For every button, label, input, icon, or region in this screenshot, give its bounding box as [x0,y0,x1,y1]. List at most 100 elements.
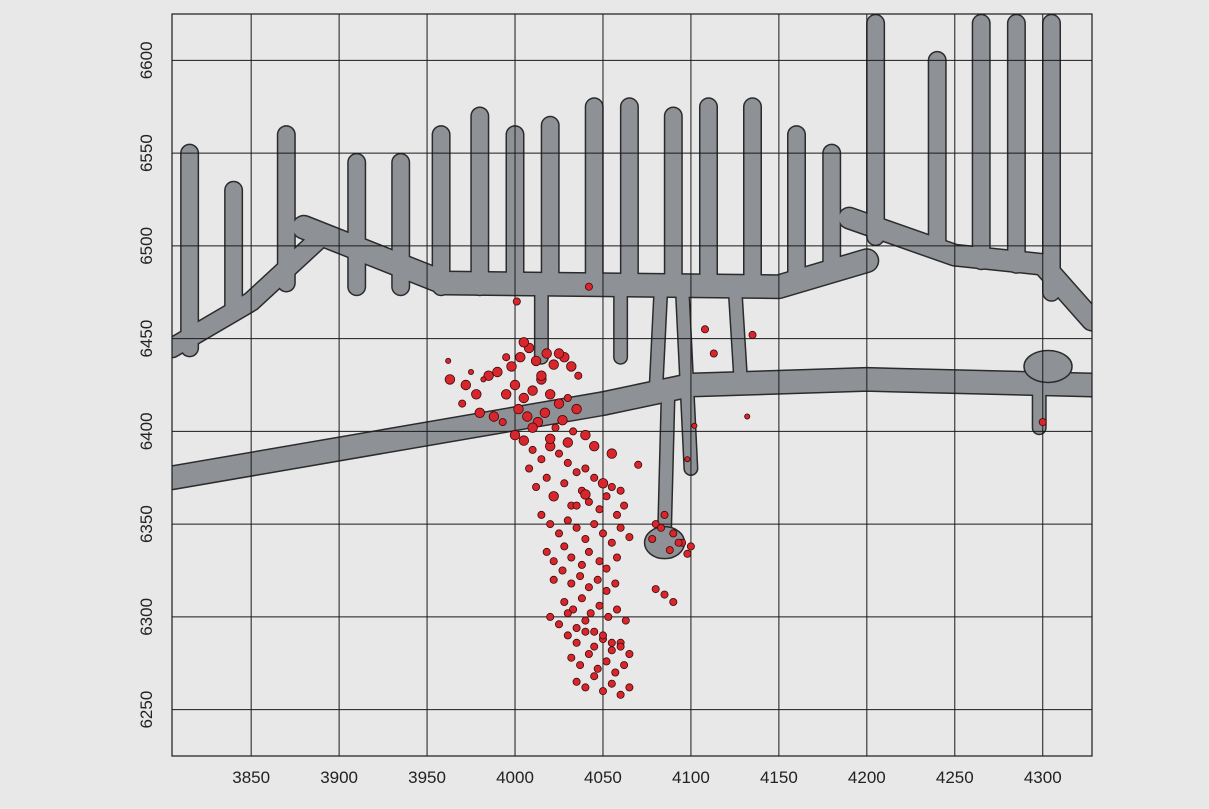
seismic-event-point [509,429,521,441]
seismic-event-point [607,538,616,547]
seismic-event-point [513,403,524,415]
seismic-event-point [590,627,599,636]
seismic-event-point [748,330,757,339]
seismic-event-point [602,564,611,573]
seismic-event-point [577,594,586,603]
seismic-event-point [562,437,574,448]
seismic-event-point [621,616,630,625]
seismic-event-point [474,407,486,419]
seismic-event-point [616,690,625,699]
seismic-event-point [602,586,611,595]
seismic-event-point [560,598,569,607]
x-tick-label: 4200 [848,768,886,787]
seismic-event-point [567,579,576,588]
seismic-event-point [542,473,551,482]
seismic-event-point [684,456,691,463]
seismic-event-point [709,349,718,358]
seismic-event-point [660,590,669,599]
tunnel-network [172,14,1092,560]
seismic-event-point [572,677,581,686]
seismic-event-point [576,661,585,670]
seismic-event-point [545,389,556,400]
seismic-event-point [506,361,517,372]
seismic-event-point [518,392,530,404]
x-tick-label: 4100 [672,768,710,787]
x-tick-label: 4050 [584,768,622,787]
seismic-event-point [536,370,547,381]
seismic-event-point [686,542,695,551]
seismic-event-point [595,557,604,566]
seismic-event-point [611,579,620,588]
seismic-event-point [701,325,710,334]
seismic-event-point [572,624,581,633]
seismic-event-point [744,413,751,420]
seismic-event-point [501,389,512,400]
seismic-event-point [590,642,599,651]
seismic-event-point [613,510,622,519]
seismic-event-point [597,478,609,489]
y-tick-label: 6500 [137,227,156,265]
seismic-event-point [528,445,537,454]
x-tick-label: 4000 [496,768,534,787]
seismic-event-point [460,379,472,391]
seismic-event-point [512,297,521,306]
seismic-event-point [483,370,494,381]
seismic-event-point [593,664,602,673]
x-tick-label: 4150 [760,768,798,787]
seismic-event-point [634,460,643,469]
tunnel-decline [649,280,667,401]
seismic-event-point [607,679,616,688]
seismic-event-point [669,598,678,607]
seismic-event-point [572,501,581,510]
y-tick-label: 6600 [137,41,156,79]
seismic-event-point [599,631,608,640]
seismic-event-point [620,501,629,510]
seismic-event-point [590,520,599,529]
seismic-event-point [444,374,456,385]
seismic-event-point [581,683,590,692]
seismic-event-point [581,616,590,625]
seismic-event-point [560,542,569,551]
seismic-event-point [674,538,683,547]
seismic-event-point [546,520,555,529]
seismic-event-point [555,449,564,458]
seismic-event-point [604,612,613,621]
seismic-event-point [563,458,572,467]
seismic-event-point [548,491,559,502]
seismic-event-point [574,371,583,380]
seismic-event-point [527,385,538,396]
seismic-event-point [569,427,578,436]
y-tick-label: 6450 [137,320,156,358]
seismic-event-point [625,650,634,659]
seismic-event-point [607,646,616,655]
x-tick-label: 4250 [936,768,974,787]
seismic-event-point [580,429,591,441]
seismic-event-point [563,393,572,402]
seismic-event-point [567,653,576,662]
x-tick-label: 3850 [232,768,270,787]
seismic-event-point [599,687,608,696]
seismic-event-point [616,523,625,532]
seismic-event-point [563,631,572,640]
y-tick-label: 6350 [137,505,156,543]
seismic-event-point [571,403,582,415]
seismic-event-point [467,368,474,375]
seismic-event-point [509,379,521,391]
y-tick-label: 6250 [137,691,156,729]
seismic-event-point [522,411,533,422]
x-tick-label: 3900 [320,768,358,787]
plot-grid [172,14,1092,756]
seismic-event-point [537,455,546,464]
seismic-event-point [555,620,564,629]
seismic-event-point [492,366,503,378]
seismic-event-point [602,492,611,501]
seismic-event-point [616,486,625,495]
seismic-event-point [546,612,555,621]
seismic-event-point [586,609,595,618]
seismic-event-point [581,464,590,473]
seismic-event-point [502,353,511,362]
seismic-event-point [620,661,629,670]
seismic-event-point [572,638,581,647]
seismic-event-point [539,407,551,419]
